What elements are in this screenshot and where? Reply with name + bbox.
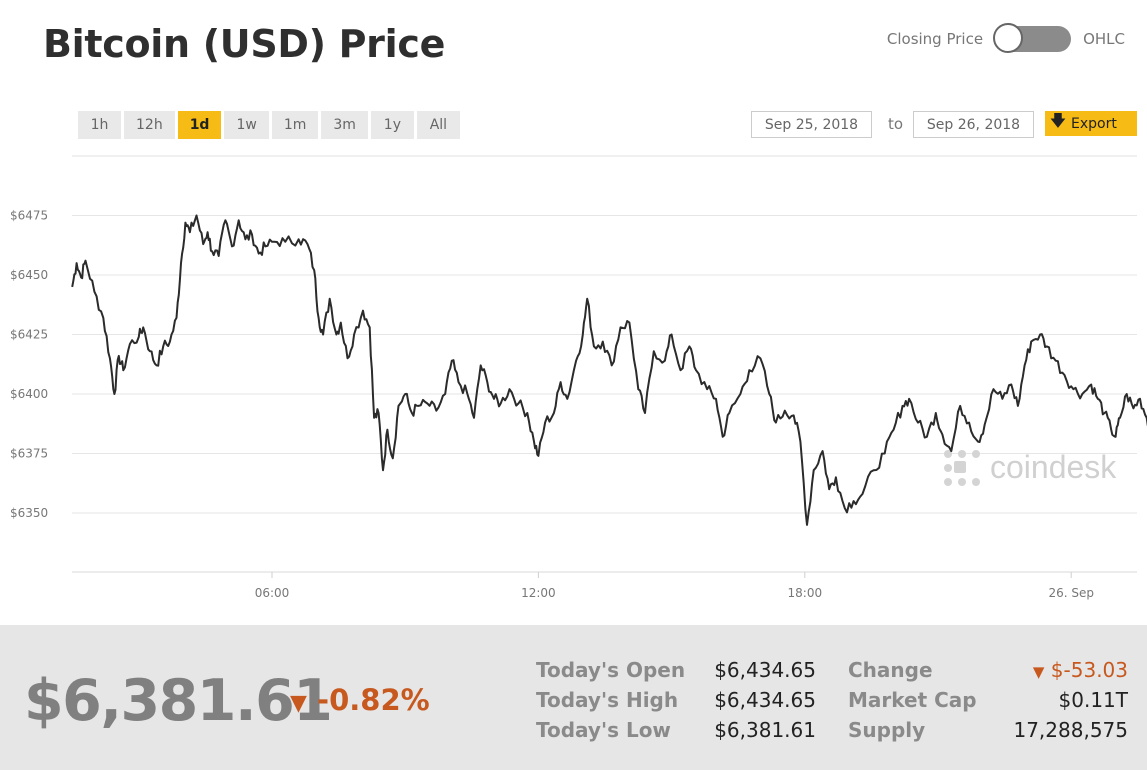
time-range-selector: 1h 12h 1d 1w 1m 3m 1y All bbox=[78, 111, 463, 139]
range-button-1w[interactable]: 1w bbox=[224, 111, 269, 139]
market-cap-label: Market Cap bbox=[848, 688, 977, 712]
y-axis: $6350 $6375 $6400 $6425 $6450 $6475 bbox=[10, 209, 48, 521]
chart-grid bbox=[72, 215, 1137, 514]
change-amount: $-53.03 bbox=[1050, 658, 1128, 682]
x-tick-label-2: 18:00 bbox=[788, 586, 823, 600]
price-type-toggle[interactable] bbox=[993, 23, 1072, 53]
coindesk-watermark: coindesk bbox=[944, 449, 1117, 486]
range-button-1h[interactable]: 1h bbox=[78, 111, 121, 139]
todays-low-value: $6,381.61 bbox=[714, 718, 816, 742]
date-to-label: to bbox=[888, 115, 904, 133]
range-button-all[interactable]: All bbox=[416, 111, 460, 139]
export-button[interactable]: 🡇 Export bbox=[1045, 111, 1137, 136]
price-chart[interactable]: $6350 $6375 $6400 $6425 $6450 $6475 06:00 12:0… bbox=[0, 150, 1147, 610]
download-arrow-icon: 🡇 bbox=[1049, 111, 1067, 130]
x-axis: 06:00 12:00 18:00 26. Sep bbox=[72, 571, 1137, 600]
x-tick-label-1: 12:00 bbox=[521, 586, 556, 600]
todays-low-label: Today's Low bbox=[536, 718, 671, 742]
price-summary-panel: $6,381.61 ▼ -0.82% Today's Open $6,434.6… bbox=[0, 625, 1147, 770]
closing-price-label: Closing Price bbox=[886, 30, 984, 48]
todays-high-label: Today's High bbox=[536, 688, 679, 712]
change-label: Change bbox=[848, 658, 933, 682]
end-date-input[interactable] bbox=[913, 111, 1034, 138]
market-cap-value: $0.11T bbox=[1058, 688, 1128, 712]
y-tick-label-6475: $6475 bbox=[10, 209, 48, 223]
y-tick-label-6350: $6350 bbox=[10, 506, 48, 520]
y-tick-label-6425: $6425 bbox=[10, 328, 48, 342]
start-date-input[interactable] bbox=[751, 111, 872, 138]
down-triangle-icon: ▼ bbox=[290, 691, 307, 716]
page-title: Bitcoin (USD) Price bbox=[43, 22, 446, 66]
change-down-triangle-icon: ▼ bbox=[1032, 663, 1045, 681]
percent-change: ▼ -0.82% bbox=[290, 683, 430, 717]
coindesk-logo-icon bbox=[944, 450, 980, 486]
price-type-toggle-group: Closing Price OHLC bbox=[886, 23, 1125, 53]
percent-change-value: -0.82% bbox=[317, 683, 430, 717]
toggle-knob[interactable] bbox=[993, 23, 1024, 53]
supply-label: Supply bbox=[848, 718, 926, 742]
todays-high-value: $6,434.65 bbox=[714, 688, 816, 712]
todays-open-label: Today's Open bbox=[536, 658, 686, 682]
todays-open-value: $6,434.65 bbox=[714, 658, 816, 682]
range-button-1y[interactable]: 1y bbox=[370, 111, 414, 139]
y-tick-label-6400: $6400 bbox=[10, 387, 48, 401]
ohlc-label: OHLC bbox=[1083, 30, 1125, 48]
range-button-1d[interactable]: 1d bbox=[177, 111, 222, 139]
change-value: ▼ $-53.03 bbox=[980, 658, 1128, 682]
x-tick-label-3: 26. Sep bbox=[1048, 586, 1094, 600]
range-button-12h[interactable]: 12h bbox=[124, 111, 175, 139]
range-button-3m[interactable]: 3m bbox=[321, 111, 368, 139]
y-tick-label-6450: $6450 bbox=[10, 268, 48, 282]
range-button-1m[interactable]: 1m bbox=[271, 111, 319, 139]
price-line[interactable] bbox=[71, 214, 1147, 526]
x-tick-label-0: 06:00 bbox=[255, 586, 290, 600]
y-tick-label-6375: $6375 bbox=[10, 447, 48, 461]
supply-value: 17,288,575 bbox=[1013, 718, 1128, 742]
coindesk-wordmark: coindesk bbox=[990, 449, 1117, 485]
export-label: Export bbox=[1071, 115, 1117, 132]
current-price: $6,381.61 bbox=[24, 668, 333, 734]
